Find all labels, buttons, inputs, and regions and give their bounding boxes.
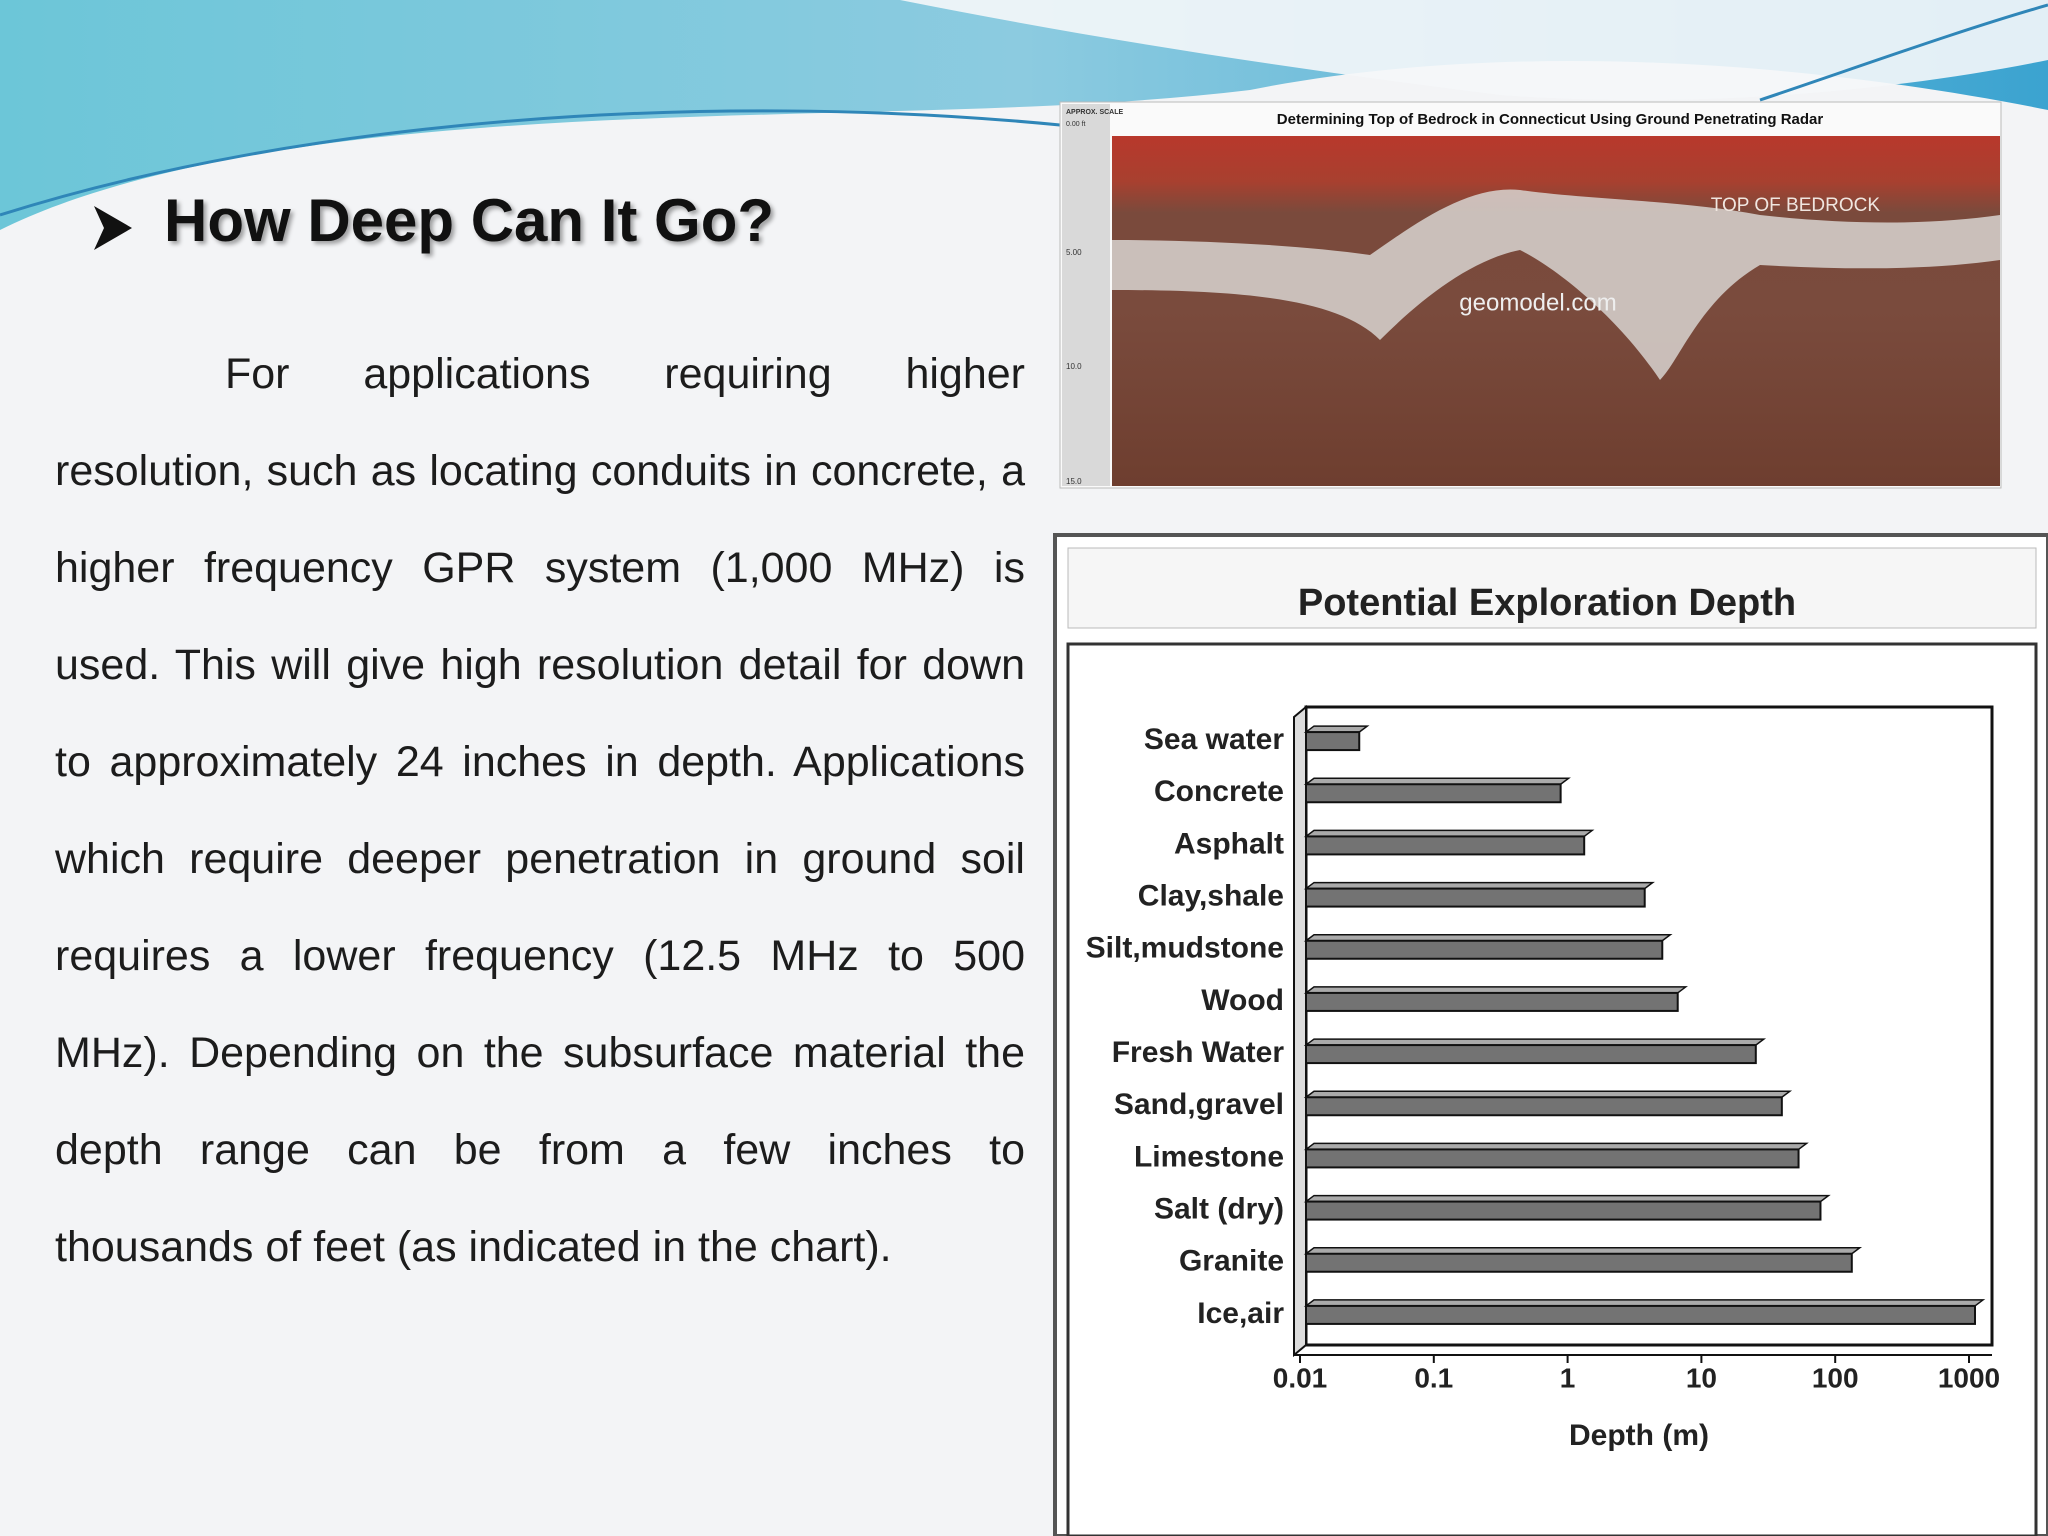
bar [1305,1096,1783,1117]
x-tick-label: 0.01 [1273,1362,1328,1393]
x-tick-label: 100 [1812,1362,1859,1393]
bar [1305,1044,1757,1065]
y-tick-label: Granite [1179,1245,1284,1278]
y-tick-label: Clay,shale [1138,880,1284,913]
y-tick-label: Ice,air [1197,1297,1284,1330]
bar [1305,887,1646,908]
bar [1305,991,1679,1012]
bar [1305,939,1664,960]
slide-title: How Deep Can It Go? [164,187,775,254]
x-tick-label: 0.1 [1414,1362,1453,1393]
radar-title: Determining Top of Bedrock in Connecticu… [1277,111,1824,128]
radar-watermark: geomodel.com [1459,289,1616,316]
chart-title: Potential Exploration Depth [1298,582,1796,624]
x-tick-label: 1 [1560,1362,1576,1393]
y-tick-label: Limestone [1134,1140,1284,1173]
bar [1305,1252,1853,1273]
y-tick-label: Salt (dry) [1154,1193,1284,1226]
bar [1305,1148,1800,1169]
y-tick-label: Asphalt [1174,827,1284,860]
radar-annotation: TOP OF BEDROCK [1711,195,1881,216]
radar-reflection [1112,189,2000,380]
radar-scale-caption: APPROX. SCALE [1066,109,1124,116]
bar [1305,731,1361,752]
header-swoosh [900,0,2048,101]
body-paragraph: For applications requiring higher resolu… [55,350,1025,1271]
bar [1305,1304,1976,1325]
y-tick-label: Fresh Water [1112,1036,1285,1069]
y-tick-label: Wood [1201,984,1284,1017]
bar [1305,835,1586,856]
header-line [0,109,1061,217]
radar-scale-label: 10.0 [1066,362,1082,371]
x-tick-label: 1000 [1938,1362,2000,1393]
bar [1305,1200,1822,1221]
bullet-arrow [94,206,132,250]
y-tick-label: Sea water [1144,723,1284,756]
y-tick-label: Sand,gravel [1114,1088,1284,1121]
y-tick-label: Concrete [1154,775,1284,808]
radar-scale-bar [1062,104,1110,486]
plot-wall [1293,704,1307,1358]
radar-scale-label: 0.00 ft [1066,121,1086,128]
bar [1305,783,1562,804]
y-tick-label: Silt,mudstone [1086,932,1284,965]
x-tick-label: 10 [1686,1362,1717,1393]
radar-scale-label: 5.00 [1066,248,1082,257]
header-line [1759,3,2048,102]
x-axis-label: Depth (m) [1569,1419,1709,1452]
chart-title-box [1067,547,2037,629]
radar-scale-label: 15.0 [1066,477,1082,486]
